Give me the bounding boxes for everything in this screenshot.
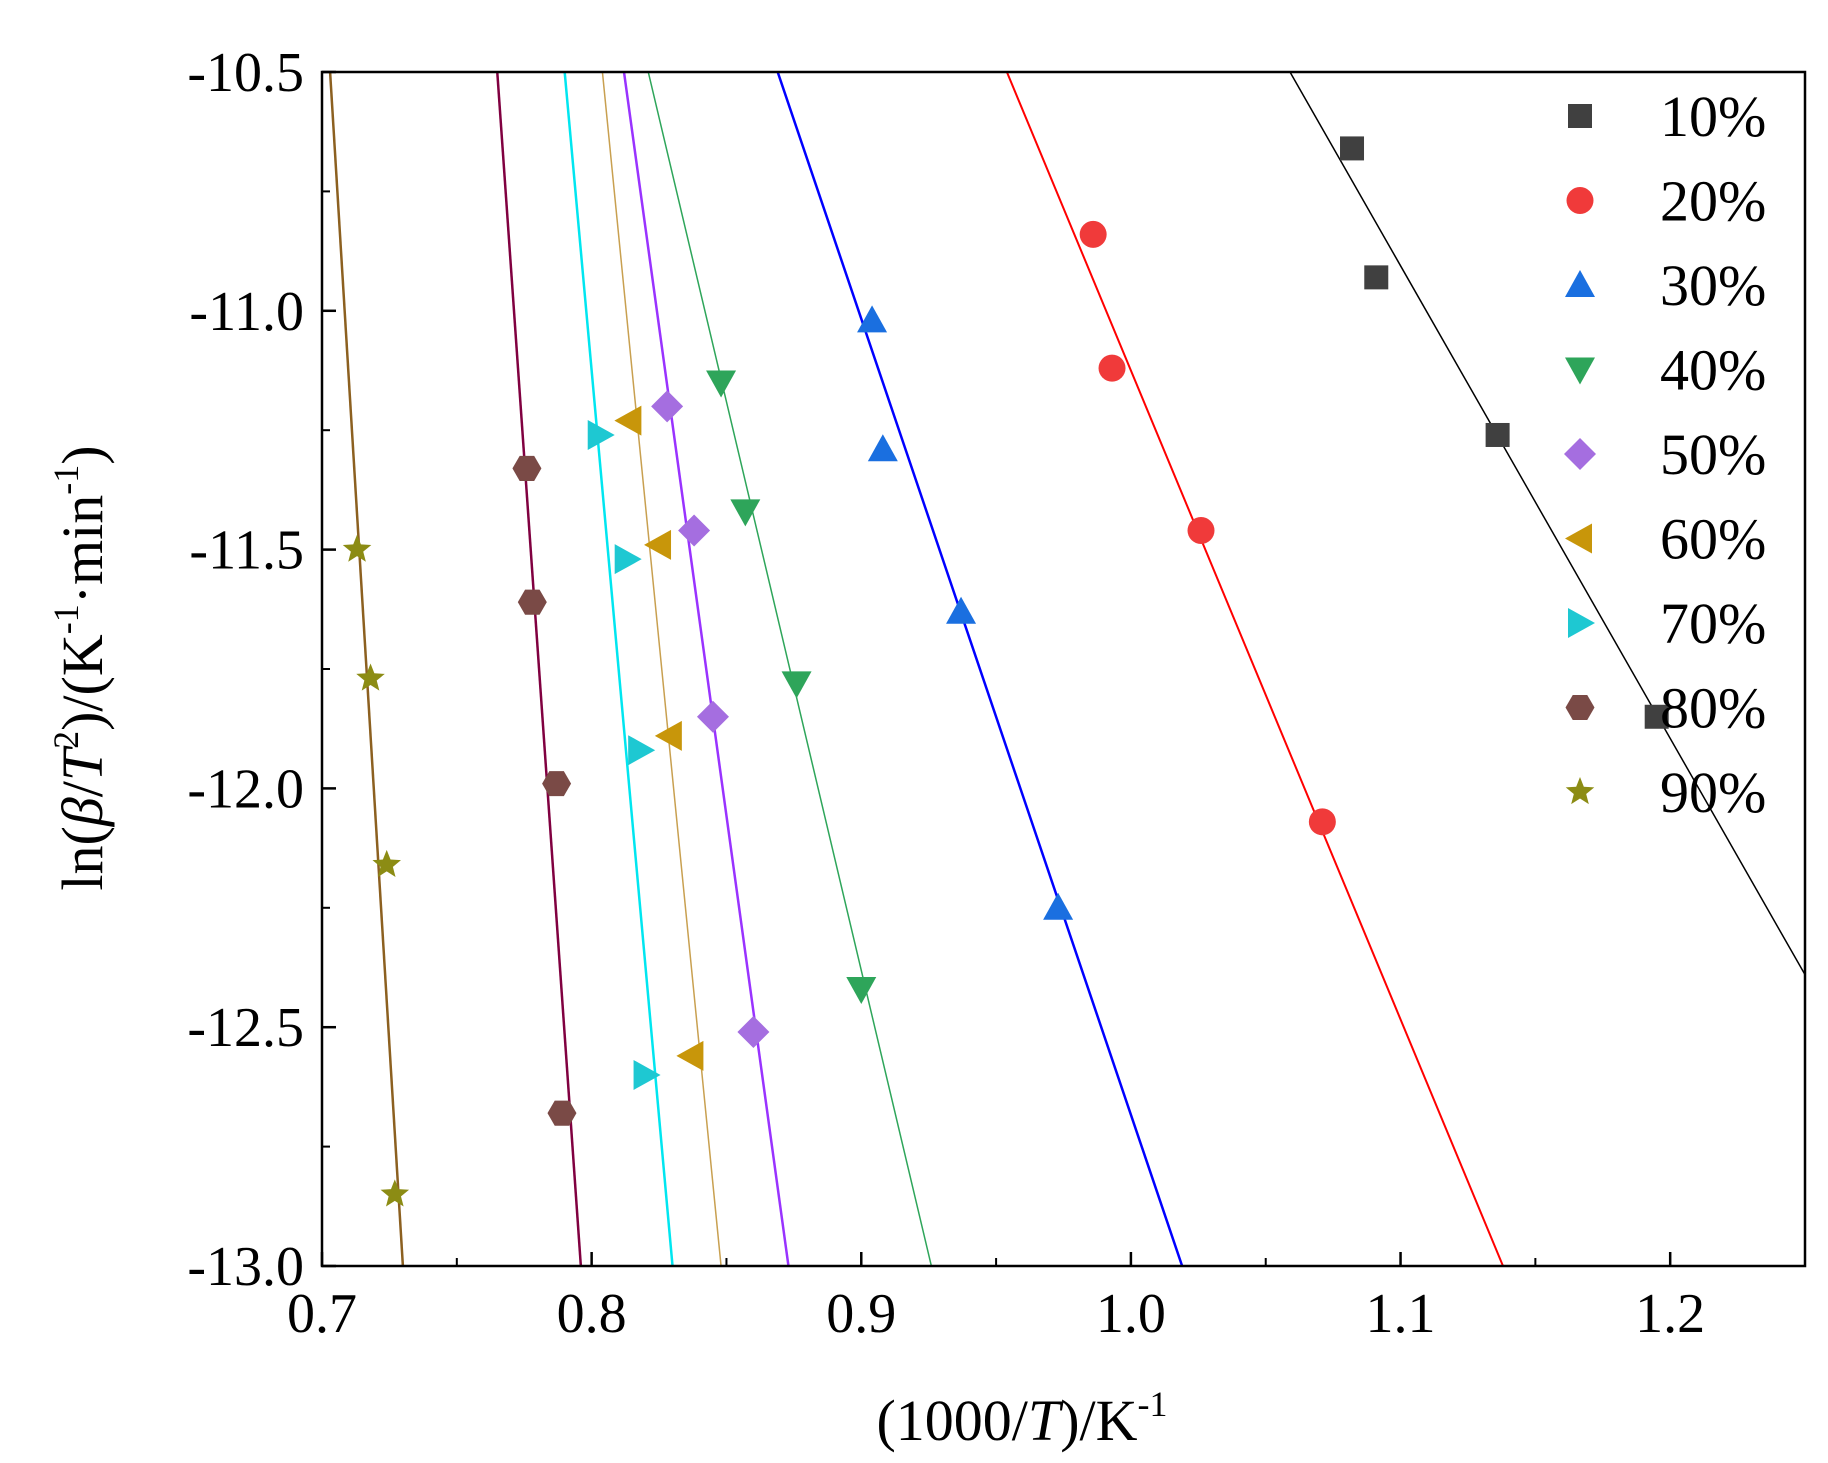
y-axis-title: ln(β/T2)/(K-1·min-1) <box>46 445 115 890</box>
data-point-90pct <box>380 1179 410 1207</box>
fit-line-70pct <box>563 72 674 1266</box>
data-point-80pct <box>547 1100 577 1126</box>
data-point-20pct <box>1308 808 1336 836</box>
x-tick-label: 1.1 <box>1366 1283 1436 1345</box>
legend-marker <box>1565 777 1595 805</box>
data-point-20pct <box>1187 516 1215 544</box>
fit-line-10pct <box>1289 72 1805 976</box>
data-point-20pct <box>1098 354 1126 382</box>
data-point-50pct <box>696 700 729 733</box>
x-axis: 0.7 0.8 0.9 1.0 1.1 1.2 <box>287 1252 1705 1345</box>
fit-line-30pct <box>776 72 1184 1266</box>
data-point-70pct <box>614 544 642 575</box>
data-point-90pct <box>356 663 385 691</box>
legend-marker <box>1565 694 1595 721</box>
x-tick-label: 1.2 <box>1635 1283 1705 1345</box>
data-point-40pct <box>706 370 737 398</box>
legend-label: 30% <box>1660 253 1766 318</box>
data-point-50pct <box>737 1015 770 1048</box>
data-point-70pct <box>587 419 615 450</box>
y-tick-label: -11.5 <box>189 520 304 582</box>
data-point-40pct <box>781 671 812 699</box>
plot-frame <box>320 70 1807 1268</box>
legend-marker <box>1565 523 1592 554</box>
fit-line-90pct <box>328 72 405 1266</box>
legend-label: 40% <box>1660 338 1766 403</box>
data-point-70pct <box>628 735 656 766</box>
data-point-70pct <box>633 1059 661 1090</box>
legend-label: 60% <box>1660 507 1766 572</box>
legend-label: 20% <box>1660 169 1766 234</box>
data-point-80pct <box>517 589 547 615</box>
x-tick-label: 1.0 <box>1096 1283 1166 1345</box>
data-point-20pct <box>1079 220 1107 248</box>
data-point-90pct <box>372 849 401 877</box>
legend-label: 10% <box>1660 84 1766 149</box>
data-point-30pct <box>946 596 977 624</box>
fit-lines <box>328 72 1805 1266</box>
data-point-60pct <box>614 405 642 436</box>
data-point-60pct <box>654 720 682 751</box>
data-point-40pct <box>730 499 761 527</box>
data-point-80pct <box>542 771 572 797</box>
y-tick-label: -10.5 <box>187 42 304 104</box>
y-tick-label: -12.0 <box>187 758 304 820</box>
data-point-30pct <box>857 305 888 333</box>
legend-marker <box>1566 187 1594 214</box>
x-tick-label: 0.9 <box>826 1283 896 1345</box>
legend-label: 70% <box>1660 591 1766 656</box>
data-point-80pct <box>512 455 542 481</box>
data-point-40pct <box>846 976 877 1004</box>
legend-label: 90% <box>1660 760 1766 825</box>
legend-marker <box>1565 357 1595 385</box>
data-point-50pct <box>678 514 711 547</box>
data-point-10pct <box>1644 704 1669 729</box>
legend-marker <box>1568 608 1595 638</box>
legend-label: 50% <box>1660 422 1766 487</box>
legend: 10% 20% 30% 40% 50% 60% 70% 80% 90% <box>1564 84 1766 825</box>
data-point-50pct <box>651 390 684 423</box>
y-tick-label: -11.0 <box>189 281 304 343</box>
data-point-90pct <box>342 534 372 562</box>
data-markers <box>342 136 1669 1207</box>
x-tick-label: 0.7 <box>287 1283 357 1345</box>
y-tick-label: -13.0 <box>187 1236 304 1298</box>
y-axis: -10.5 -11.0 -11.5 -12.0 -12.5 -13.0 <box>187 42 336 1298</box>
data-point-10pct <box>1340 136 1365 161</box>
data-point-60pct <box>644 529 672 560</box>
data-point-10pct <box>1485 422 1510 447</box>
fit-line-60pct <box>601 72 722 1266</box>
x-tick-label: 0.8 <box>557 1283 627 1345</box>
data-point-30pct <box>1043 892 1074 920</box>
y-tick-label: -12.5 <box>187 997 304 1059</box>
data-point-60pct <box>676 1040 704 1071</box>
data-point-30pct <box>867 434 898 462</box>
data-point-10pct <box>1364 265 1389 290</box>
fit-line-50pct <box>622 72 790 1266</box>
fit-line-40pct <box>647 72 933 1266</box>
fit-line-80pct <box>496 72 583 1266</box>
fit-line-20pct <box>1005 72 1504 1266</box>
x-axis-title: (1000/T)/K-1 <box>876 1384 1167 1453</box>
legend-marker <box>1568 104 1592 128</box>
legend-label: 80% <box>1660 676 1766 741</box>
legend-marker <box>1564 438 1596 470</box>
legend-marker <box>1565 270 1595 297</box>
